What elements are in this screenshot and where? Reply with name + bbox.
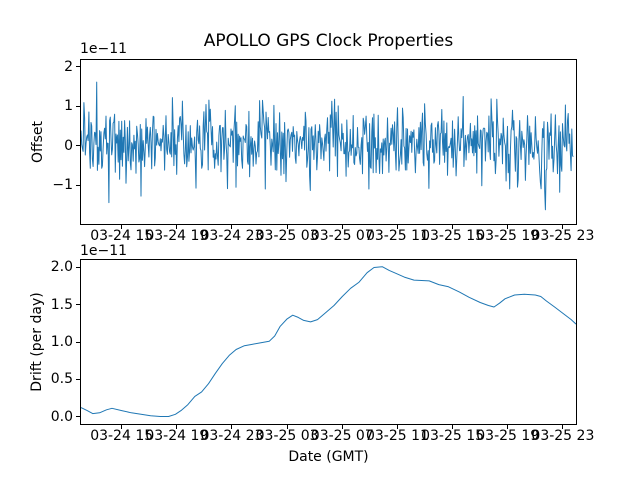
drift-y-tick-label: 1.5 (50, 296, 73, 313)
drift-y-tick-label: 0.5 (50, 371, 73, 388)
drift-canvas (81, 266, 576, 417)
drift-x-tick-mark (286, 425, 288, 429)
offset-x-tick-label: 03-25 23 (531, 228, 595, 244)
drift-x-tick-mark (452, 425, 454, 429)
drift-x-tick-mark (121, 425, 123, 429)
drift-x-tick-mark (341, 425, 343, 429)
offset-x-tick-mark (396, 225, 398, 229)
offset-canvas (81, 81, 574, 211)
drift-series-line (81, 266, 576, 417)
offset-x-tick-mark (121, 225, 123, 229)
drift-y-tick-mark (76, 341, 80, 343)
offset-x-tick-label: 03-25 07 (310, 228, 374, 244)
offset-y-tick-mark (76, 105, 80, 107)
offset-x-tick-label: 03-24 15 (90, 228, 154, 244)
offset-y-tick-label: 2 (64, 58, 73, 75)
drift-y-tick-label: 0.0 (50, 408, 73, 425)
drift-x-tick-label: 03-25 07 (310, 428, 374, 444)
offset-y-tick-mark (76, 145, 80, 147)
offset-x-tick-label: 03-24 23 (200, 228, 264, 244)
plot-area-drift (80, 259, 577, 425)
drift-x-tick-label: 03-25 23 (531, 428, 595, 444)
offset-x-tick-mark (507, 225, 509, 229)
drift-x-tick-mark (396, 425, 398, 429)
chart-title: APOLLO GPS Clock Properties (203, 31, 454, 51)
drift-y-tick-mark (76, 304, 80, 306)
plot-area-offset (80, 59, 577, 225)
offset-x-tick-label: 03-25 11 (365, 228, 429, 244)
offset-x-tick-label: 03-24 19 (145, 228, 209, 244)
drift-y-tick-mark (76, 416, 80, 418)
drift-x-tick-mark (176, 425, 178, 429)
offset-series-line (81, 81, 574, 211)
offset-x-tick-mark (176, 225, 178, 229)
drift-y-tick-mark (76, 266, 80, 268)
offset-x-tick-label: 03-25 03 (255, 228, 319, 244)
offset-y-tick-label: 1 (64, 98, 73, 115)
offset-x-tick-mark (452, 225, 454, 229)
offset-y-tick-label: −1 (52, 177, 73, 194)
x-axis-label: Date (GMT) (288, 449, 369, 465)
drift-y-tick-label: 1.0 (50, 334, 73, 350)
offset-y-tick-mark (76, 66, 80, 68)
drift-x-tick-label: 03-24 19 (145, 428, 209, 444)
drift-y-tick-label: 2.0 (50, 259, 73, 276)
drift-x-tick-label: 03-25 03 (255, 428, 319, 444)
drift-x-tick-mark (562, 425, 564, 429)
offset-x-tick-mark (286, 225, 288, 229)
drift-x-tick-label: 03-25 19 (476, 428, 540, 444)
drift-x-tick-mark (231, 425, 233, 429)
drift-y-scale-factor: 1e−11 (80, 243, 128, 259)
drift-x-tick-label: 03-25 15 (421, 428, 485, 444)
offset-x-tick-mark (231, 225, 233, 229)
offset-x-tick-label: 03-25 15 (421, 228, 485, 244)
offset-y-tick-label: 0 (64, 137, 73, 154)
offset-y-tick-mark (76, 184, 80, 186)
offset-x-tick-mark (341, 225, 343, 229)
drift-x-tick-mark (507, 425, 509, 429)
drift-y-tick-mark (76, 378, 80, 380)
drift-x-tick-label: 03-24 15 (90, 428, 154, 444)
drift-x-tick-label: 03-24 23 (200, 428, 264, 444)
offset-x-tick-label: 03-25 19 (476, 228, 540, 244)
offset-x-tick-mark (562, 225, 564, 229)
offset-y-scale-factor: 1e−11 (80, 41, 128, 57)
drift-x-tick-label: 03-25 11 (365, 428, 429, 444)
